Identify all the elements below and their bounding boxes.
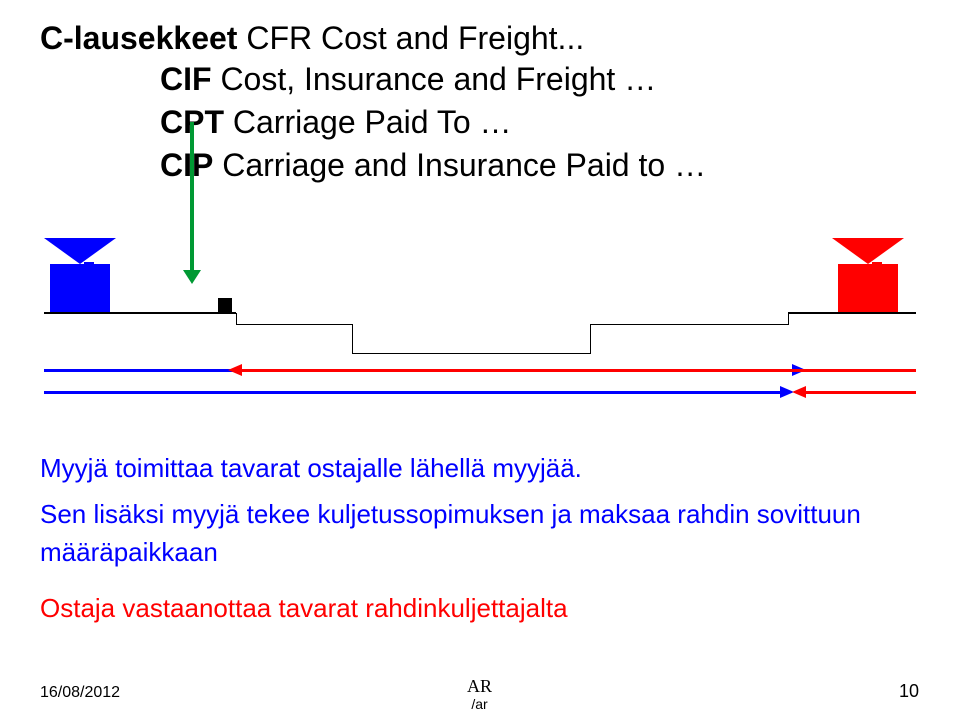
buyer-house-icon (838, 238, 910, 312)
platform-mid (352, 353, 590, 354)
platform-vert-d (788, 313, 789, 325)
title-line-2: CIF Cost, Insurance and Freight … (40, 58, 919, 101)
risk-row (44, 369, 916, 372)
platform-vert-b (352, 324, 353, 354)
seller-house-icon (50, 238, 122, 312)
title-line-3: CPT Carriage Paid To … (40, 101, 919, 144)
baseline-right (788, 312, 916, 314)
title-rest-1: CFR Cost and Freight... (237, 20, 584, 56)
title-prefix: C-lausekkeet (40, 20, 237, 56)
footer-initials: AR (467, 676, 492, 696)
title-line-4: CIP Carriage and Insurance Paid to … (40, 144, 919, 187)
footer: 16/08/2012 AR /ar 10 (40, 681, 919, 702)
platform-seg-2 (590, 324, 788, 325)
risk-seller-solid (44, 369, 228, 372)
delivery-point-arrow (190, 122, 194, 272)
baseline-left (44, 312, 236, 314)
cost-buyer-line (804, 391, 916, 394)
title-rest-4: Carriage and Insurance Paid to … (213, 147, 706, 183)
cost-row (44, 391, 916, 394)
platform-seg-1 (236, 324, 352, 325)
footer-slash: /ar (471, 696, 487, 712)
footer-page: 10 (899, 681, 919, 702)
slide: C-lausekkeet CFR Cost and Freight... CIF… (0, 0, 959, 716)
title-block: C-lausekkeet CFR Cost and Freight... CIF… (40, 18, 919, 188)
handover-marker (218, 298, 232, 312)
footer-center: AR /ar (467, 677, 492, 712)
buyer-text: Ostaja vastaanottaa tavarat rahdinkuljet… (40, 590, 568, 628)
title-bold-4: CIP (160, 147, 213, 183)
risk-buyer-line (240, 369, 916, 372)
seller-text-2: Sen lisäksi myyjä tekee kuljetussopimuks… (40, 496, 920, 571)
incoterms-diagram (40, 212, 920, 412)
cost-buyer-arrowhead (792, 386, 806, 398)
risk-buyer-arrowhead (228, 364, 242, 376)
title-line-1: C-lausekkeet CFR Cost and Freight... (40, 18, 919, 58)
platform-vert-a (236, 313, 237, 325)
title-rest-3: Carriage Paid To … (224, 104, 512, 140)
seller-text-1: Myyjä toimittaa tavarat ostajalle lähell… (40, 450, 582, 488)
title-rest-2: Cost, Insurance and Freight … (212, 61, 657, 97)
title-bold-2: CIF (160, 61, 212, 97)
cost-seller-line (44, 391, 780, 394)
footer-date: 16/08/2012 (40, 684, 120, 702)
platform-vert-c (590, 324, 591, 354)
